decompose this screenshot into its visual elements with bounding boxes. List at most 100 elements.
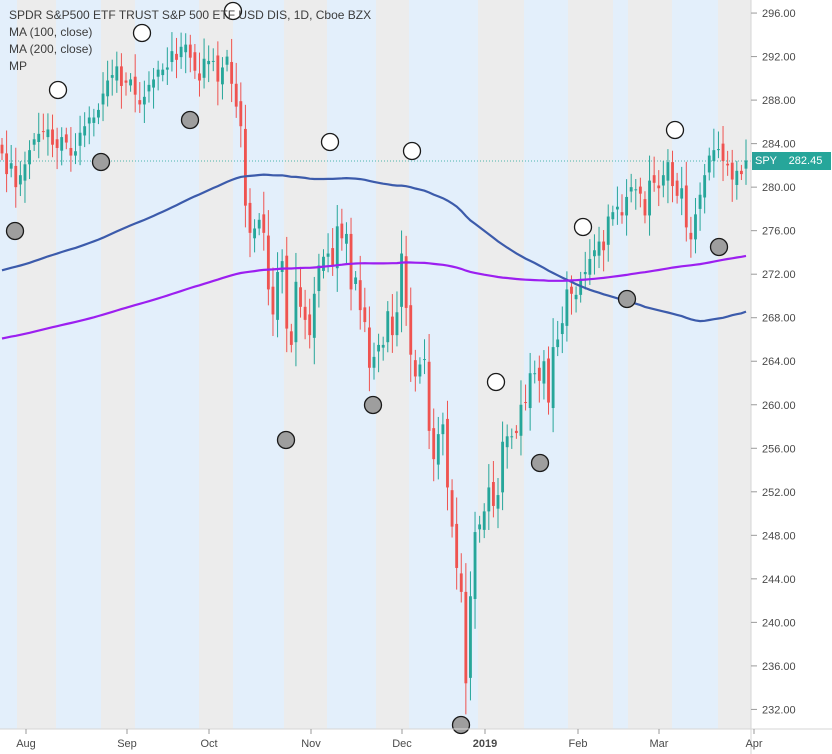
- candle-body: [221, 67, 224, 85]
- candle-body: [156, 69, 160, 77]
- candle-body: [18, 175, 22, 185]
- candle-body: [367, 327, 371, 368]
- candle-body: [726, 163, 730, 166]
- candle-body: [390, 316, 394, 336]
- candle-body: [184, 44, 188, 53]
- candle-body: [358, 280, 362, 311]
- candle-body: [730, 162, 734, 180]
- candle-body: [317, 265, 321, 292]
- candle-body: [69, 147, 73, 156]
- y-tick-label: 244.00: [762, 574, 796, 586]
- candle-body: [216, 55, 220, 82]
- candle-body: [87, 117, 91, 124]
- candle-body: [106, 80, 110, 97]
- candle-body: [680, 188, 684, 199]
- candle-body: [110, 75, 114, 78]
- session-band: [376, 0, 409, 729]
- y-tick-label: 240.00: [762, 617, 796, 629]
- candle-body: [289, 331, 293, 345]
- session-band: [284, 0, 327, 729]
- mp-marker-filled: [530, 453, 550, 473]
- candle-body: [551, 347, 555, 409]
- candle-body: [583, 272, 587, 275]
- y-tick-label: 276.00: [762, 226, 796, 238]
- session-band: [0, 0, 17, 729]
- candle-body: [202, 58, 206, 78]
- session-band: [568, 0, 613, 729]
- mp-marker-filled: [91, 152, 111, 172]
- candle-body: [28, 150, 31, 165]
- mp-marker-open: [402, 141, 422, 161]
- candle-body: [101, 93, 105, 105]
- price-axis: 232.00 236.00 240.00 244.00 248.00 252.00 256.…: [751, 8, 796, 716]
- candle-body: [276, 272, 279, 320]
- candle-body: [37, 133, 41, 142]
- candle-body: [400, 253, 403, 307]
- mp-marker-filled: [5, 221, 25, 241]
- candle-body: [239, 101, 243, 127]
- candle-body: [262, 214, 266, 233]
- candle-body: [487, 487, 491, 512]
- candle-body: [597, 241, 601, 256]
- candle-body: [455, 523, 459, 568]
- candle-body: [721, 143, 725, 162]
- mp-marker-filled: [180, 110, 200, 130]
- candle-body: [23, 164, 27, 181]
- candle-body: [294, 281, 298, 343]
- candle-body: [643, 199, 647, 216]
- candle-body: [712, 150, 716, 162]
- candle-body: [666, 162, 670, 181]
- mp-marker-open: [48, 80, 68, 100]
- x-tick-label: 2019: [473, 738, 497, 750]
- candle-body: [542, 361, 546, 384]
- candle-body: [322, 256, 325, 271]
- candle-body: [188, 44, 192, 58]
- session-band: [101, 0, 135, 729]
- candle-body: [340, 223, 344, 239]
- candle-body: [60, 137, 64, 151]
- session-band: [17, 0, 56, 729]
- mp-marker-filled: [451, 715, 471, 735]
- candle-body: [459, 573, 463, 592]
- candle-body: [703, 175, 707, 198]
- candle-body: [514, 430, 518, 434]
- mp-marker-open: [573, 217, 593, 237]
- mp-marker-open: [665, 120, 685, 140]
- candle-body: [129, 79, 133, 86]
- y-tick-label: 252.00: [762, 487, 796, 499]
- candle-body: [133, 76, 137, 95]
- candle-body: [634, 189, 638, 191]
- candle-body: [556, 339, 560, 348]
- candle-body: [349, 233, 353, 290]
- candle-body: [450, 490, 454, 527]
- session-band: [327, 0, 376, 729]
- y-tick-label: 236.00: [762, 661, 796, 673]
- candle-body: [528, 373, 532, 409]
- candle-body: [593, 250, 596, 257]
- candle-body: [418, 364, 422, 377]
- candle-body: [74, 151, 77, 156]
- y-tick-label: 268.00: [762, 313, 796, 325]
- time-axis: Aug Sep Oct Nov Dec 2019 Feb Mar Apr: [16, 729, 763, 750]
- candle-body: [193, 52, 197, 71]
- candle-body: [409, 305, 413, 355]
- session-band: [628, 0, 672, 729]
- x-tick-label: Sep: [117, 738, 137, 750]
- candle-body: [345, 233, 348, 244]
- price-tag-value: 282.45: [780, 152, 831, 170]
- candle-body: [124, 80, 128, 83]
- candle-body: [657, 185, 661, 189]
- candle-body: [354, 277, 358, 284]
- candle-body: [207, 60, 211, 65]
- y-tick-label: 288.00: [762, 95, 796, 107]
- candle-body: [234, 83, 238, 107]
- candle-body: [225, 56, 229, 65]
- mp-markers: [5, 1, 729, 735]
- candle-body: [78, 132, 82, 146]
- mp-marker-open: [223, 1, 243, 21]
- y-tick-label: 248.00: [762, 530, 796, 542]
- candle-body: [138, 100, 142, 105]
- mp-marker-open: [132, 23, 152, 43]
- candle-body: [303, 306, 307, 320]
